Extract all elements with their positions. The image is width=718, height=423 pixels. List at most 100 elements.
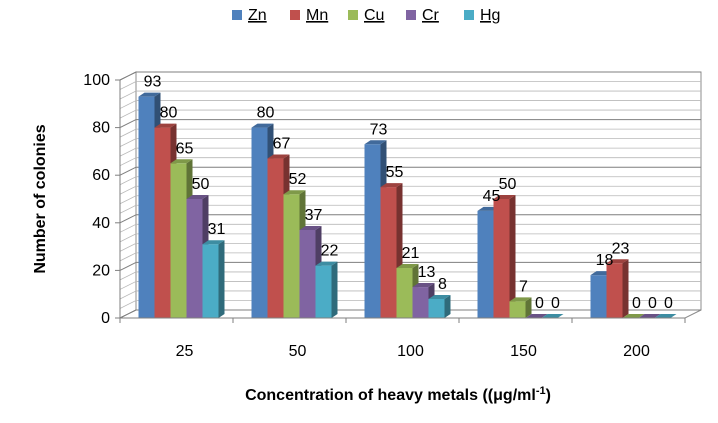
data-label: 0 [632, 295, 641, 312]
gridline-side [119, 233, 137, 243]
bar-front [251, 127, 268, 318]
legend-item: Cu [348, 7, 384, 24]
gridline-side [119, 261, 137, 271]
side-wall [119, 71, 137, 319]
bar-top [267, 154, 290, 159]
bar [622, 314, 645, 318]
gridline-side [119, 271, 137, 281]
bar-front [299, 229, 316, 318]
bar-front [380, 187, 397, 318]
data-label: 55 [386, 164, 404, 181]
legend-label: Hg [480, 7, 500, 24]
legend-swatch [232, 10, 242, 20]
x-tick-label: 100 [397, 343, 424, 360]
y-tick-label: 80 [92, 120, 110, 137]
data-label: 18 [596, 252, 614, 269]
gridline-side [119, 290, 137, 300]
bar [606, 259, 629, 318]
bar-top [299, 225, 322, 230]
data-label: 73 [370, 121, 388, 138]
bar-front [186, 199, 203, 318]
bar-top [509, 297, 532, 302]
gridline-side [119, 157, 137, 167]
gridline-side [119, 300, 137, 309]
gridline-side [119, 100, 137, 109]
legend-swatch [464, 10, 474, 20]
gridline-side [119, 243, 137, 252]
gridline-side [119, 166, 137, 176]
legend: Zn Mn Cu Cr Hg [232, 7, 500, 24]
data-label: 50 [499, 176, 517, 193]
bar-top [283, 190, 306, 195]
bar-top [154, 123, 177, 128]
bar-side [444, 294, 451, 318]
gridline-side [119, 128, 137, 138]
data-label: 37 [305, 207, 323, 224]
bar-top [380, 183, 403, 188]
bar-side [622, 259, 629, 318]
gridline-side [119, 281, 137, 290]
bar [202, 240, 225, 318]
y-tick-label: 40 [92, 215, 110, 232]
bar-front [396, 268, 413, 318]
legend-swatch [290, 10, 300, 20]
gridline-side [119, 214, 137, 224]
legend-swatch [406, 10, 416, 20]
x-tick-label: 25 [176, 343, 194, 360]
bar-front [477, 210, 494, 318]
gridline-side [119, 138, 137, 147]
data-label: 80 [160, 105, 178, 122]
legend-swatch [348, 10, 358, 20]
legend-label: Cu [364, 7, 384, 24]
gridline-side [119, 204, 137, 214]
gridline-side [119, 90, 137, 100]
bar-top [654, 314, 677, 318]
gridline-side [119, 252, 137, 262]
data-label: 0 [551, 295, 560, 312]
bar-top [364, 140, 387, 145]
legend-label: Cr [422, 7, 440, 24]
bar-front [364, 144, 381, 318]
bar [525, 314, 548, 318]
y-tick-label: 20 [92, 262, 110, 279]
bar-front [493, 199, 510, 318]
data-label: 80 [257, 105, 275, 122]
x-axis-title: Concentration of heavy metals ((μg/ml-1) [245, 385, 551, 404]
bar-side [525, 297, 532, 318]
gridline-side [119, 119, 137, 129]
bar-top [186, 195, 209, 199]
bar-top [202, 240, 225, 245]
y-tick-label: 60 [92, 167, 110, 184]
bar [541, 314, 564, 318]
bar-front [412, 287, 429, 318]
gridline-side [119, 309, 137, 319]
legend-item: Hg [464, 7, 500, 24]
bar-side [509, 195, 516, 318]
data-label: 0 [648, 295, 657, 312]
bar-top [428, 294, 451, 299]
y-tick-label: 0 [101, 310, 110, 327]
legend-item: Cr [406, 7, 440, 24]
bar-front [267, 158, 284, 318]
bar-top [412, 283, 435, 288]
gridline-side [119, 81, 137, 90]
bar-front [606, 263, 623, 318]
bar-top [170, 159, 193, 164]
y-axis-title: Number of colonies [32, 124, 49, 273]
bars-layer [138, 92, 677, 318]
bar-front [283, 194, 300, 318]
gridline-side [119, 71, 137, 81]
bar-front [202, 244, 219, 318]
bar-top [251, 123, 274, 128]
bar-top [606, 259, 629, 264]
bar [638, 314, 661, 318]
gridline-side [119, 147, 137, 157]
data-label: 45 [483, 188, 501, 205]
bar-top [525, 314, 548, 318]
bar-front [590, 275, 607, 318]
data-label: 67 [273, 136, 291, 153]
bar [428, 294, 451, 318]
gridline-side [119, 185, 137, 195]
